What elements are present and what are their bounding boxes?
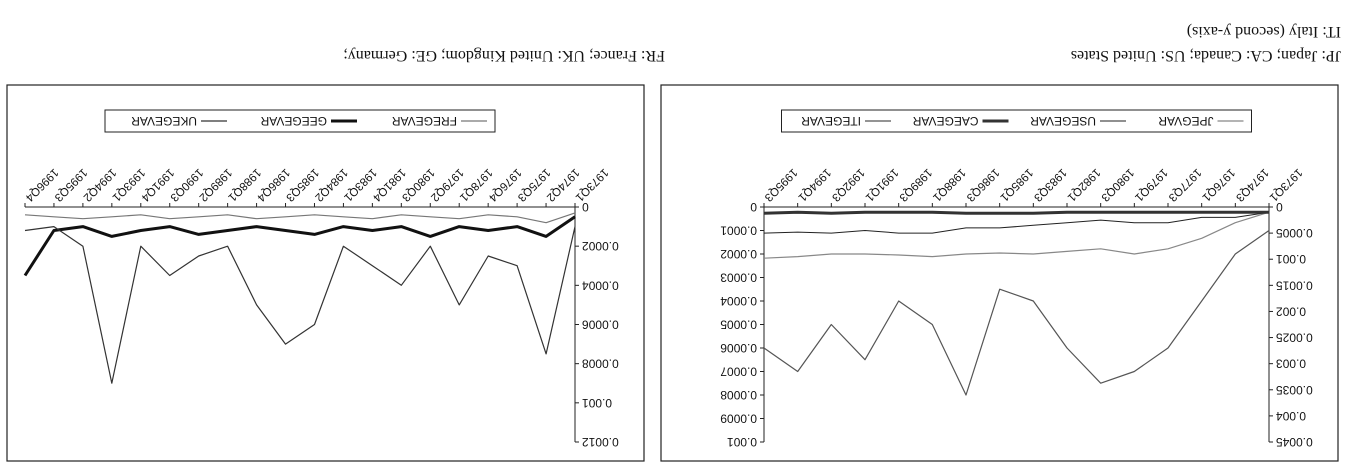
left-legend-label: ITEGEVAR <box>801 114 861 128</box>
left-y2tick-label: 0.0006 <box>720 341 757 355</box>
left-legend-label: JPEGVAR <box>1158 114 1213 128</box>
left-y2tick-label: 0.0004 <box>720 294 757 308</box>
right-legend-label: UKEGEVAR <box>131 114 197 128</box>
left-legend <box>781 109 1252 133</box>
left-y2tick-label: 0.0005 <box>720 318 757 332</box>
left-ytick-label: 0.0025 <box>1276 331 1313 345</box>
left-ytick-label: 0.0015 <box>1276 278 1313 292</box>
left-ytick-label: 0.0035 <box>1276 383 1313 397</box>
left-ytick-label: 0.002 <box>1276 304 1306 318</box>
left-series-usegevar <box>763 211 1270 234</box>
right-legend-label: FREGEVAR <box>392 114 457 128</box>
caption-countries-2: FR: France; UK: United Kingdom; GE: Germ… <box>343 47 665 64</box>
right-ytick-label: 0.001 <box>582 396 612 410</box>
left-y2tick-label: 0 <box>750 200 757 214</box>
left-ytick-label: 0.004 <box>1276 409 1306 423</box>
left-y2tick-label: 0.0007 <box>720 365 757 379</box>
left-ytick-label: 0.003 <box>1276 357 1306 371</box>
right-series-geegevar <box>23 215 576 277</box>
right-series-fregevar <box>24 212 576 224</box>
caption-countries-1: JP: Japan; CA: Canada; US: United States <box>1070 47 1341 64</box>
left-y2tick-label: 0.0002 <box>720 247 757 261</box>
left-y2tick-label: 0.0001 <box>720 224 757 238</box>
left-ytick-label: 0.0045 <box>1276 435 1313 449</box>
left-legend-label: USEGEVAR <box>1030 114 1096 128</box>
right-ytick-label: 0.0006 <box>582 318 619 332</box>
right-ytick-label: 0.0002 <box>582 239 619 253</box>
left-series-caegevar <box>763 210 1269 215</box>
caption-italy-axis: IT: Italy (second y-axis) <box>1186 23 1341 40</box>
left-line-chart: 0 0.0005 0.001 0.0015 0.002 0.0025 0.003 0.0035… <box>660 84 1339 462</box>
right-ytick-label: 0.0008 <box>582 357 619 371</box>
right-chart-frame <box>6 84 645 462</box>
right-series-ukegevar <box>24 226 576 384</box>
left-ytick-label: 0.0005 <box>1276 226 1313 240</box>
right-line-chart: 00.00020.00040.00060.00080.0010.00121973… <box>6 84 645 462</box>
left-series-jpegvar <box>763 211 1270 259</box>
left-series-itegevar <box>763 230 1270 396</box>
right-ytick-label: 0.0012 <box>582 435 619 449</box>
left-y2tick-label: 0.0008 <box>720 388 757 402</box>
left-ytick-label: 0 <box>1276 200 1283 214</box>
left-y2tick-label: 0.0009 <box>720 412 757 426</box>
left-legend-label: CAEGEVAR <box>912 114 978 128</box>
right-ytick-label: 0 <box>582 200 589 214</box>
left-y2tick-label: 0.0003 <box>720 271 757 285</box>
left-ytick-label: 0.001 <box>1276 252 1306 266</box>
left-y2tick-label: 0.001 <box>727 435 757 449</box>
right-legend <box>104 109 496 133</box>
right-ytick-label: 0.0004 <box>582 278 619 292</box>
right-legend-label: GEEGEVAR <box>260 114 327 128</box>
left-chart-frame <box>660 84 1339 462</box>
